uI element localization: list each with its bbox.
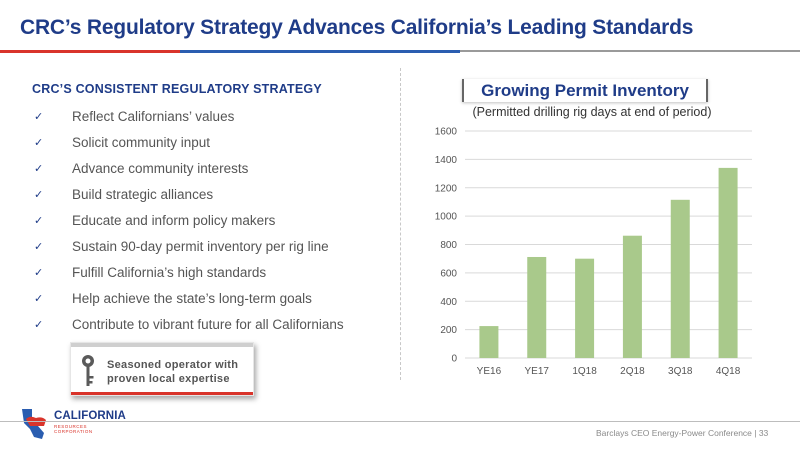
y-tick-label: 1200 xyxy=(435,183,458,194)
check-icon: ✓ xyxy=(34,163,44,176)
title-rule xyxy=(0,50,800,53)
slide-title: CRC’s Regulatory Strategy Advances Calif… xyxy=(20,16,694,39)
check-icon: ✓ xyxy=(34,189,44,202)
y-tick-label: 1000 xyxy=(435,212,458,223)
list-item: ✓ Educate and inform policy makers xyxy=(32,208,344,234)
bar xyxy=(622,235,642,358)
callout-bottom-bar xyxy=(71,392,253,395)
bar xyxy=(670,199,690,358)
check-icon: ✓ xyxy=(34,240,44,253)
callout-box: Seasoned operator with proven local expe… xyxy=(70,342,254,396)
list-item-label: Fulfill California’s high standards xyxy=(72,264,267,280)
california-map-icon xyxy=(22,409,46,439)
y-tick-label: 0 xyxy=(451,354,457,365)
check-icon: ✓ xyxy=(34,215,44,227)
chart-subtitle: (Permitted drilling rig days at end of p… xyxy=(472,105,712,119)
bar-chart: 0 200 400 600 800 1000 1200 1400 1600 YE16 YE17 1Q1… xyxy=(435,127,752,377)
footer-text: Barclays CEO Energy-Power Conference | 3… xyxy=(596,428,769,438)
column-divider xyxy=(400,68,401,380)
check-icon: ✓ xyxy=(34,266,44,279)
list-item: ✓ Contribute to vibrant future for all Ca… xyxy=(32,311,344,337)
callout-top-bar xyxy=(71,343,253,347)
logo-subtitle: RESOURCES CORPORATION xyxy=(54,424,93,434)
bar xyxy=(527,256,547,358)
list-item-label: Sustain 90-day permit inventory per rig … xyxy=(72,238,329,254)
strategy-heading: CRC’S CONSISTENT REGULATORY STRATEGY xyxy=(32,82,322,96)
list-item-label: Help achieve the state’s long-term goals xyxy=(72,290,312,306)
company-logo: CALIFORNIA RESOURCES CORPORATION xyxy=(20,405,126,443)
list-item: ✓ Reflect Californians’ values xyxy=(32,104,344,130)
list-item: ✓ Solicit community input xyxy=(32,130,344,156)
x-tick-label: 3Q18 xyxy=(668,366,693,377)
y-tick-label: 400 xyxy=(440,297,457,308)
y-tick-label: 200 xyxy=(440,325,457,336)
x-tick-label: YE16 xyxy=(477,366,502,377)
check-icon: ✓ xyxy=(34,318,44,331)
list-item-label: Solicit community input xyxy=(72,135,211,151)
list-item: ✓ Sustain 90-day permit inventory per rig… xyxy=(32,233,344,259)
check-icon: ✓ xyxy=(34,292,44,305)
x-tick-label: YE17 xyxy=(525,366,550,377)
list-item-label: Contribute to vibrant future for all Cal… xyxy=(72,316,344,332)
list-item: ✓ Fulfill California’s high standards xyxy=(32,259,344,285)
y-tick-label: 800 xyxy=(440,240,457,251)
x-tick-label: 2Q18 xyxy=(620,366,645,377)
list-item: ✓ Advance community interests xyxy=(32,156,344,182)
y-tick-label: 1400 xyxy=(435,155,458,166)
logo-name: CALIFORNIA xyxy=(54,410,126,422)
y-tick-label: 1600 xyxy=(435,127,458,138)
list-item-label: Advance community interests xyxy=(72,161,249,177)
check-icon: ✓ xyxy=(34,111,44,124)
callout-line-2: proven local expertise xyxy=(107,373,230,385)
bar xyxy=(575,258,595,358)
list-item-label: Educate and inform policy makers xyxy=(72,213,276,228)
footer-rule xyxy=(0,421,800,422)
list-item-label: Reflect Californians’ values xyxy=(72,109,235,125)
x-tick-label: 1Q18 xyxy=(572,366,597,377)
chart-title: Growing Permit Inventory xyxy=(462,79,708,102)
check-icon: ✓ xyxy=(34,137,44,150)
key-icon xyxy=(82,355,94,386)
bar xyxy=(479,326,499,358)
callout-line-1: Seasoned operator with xyxy=(107,359,239,371)
y-tick-label: 600 xyxy=(440,268,457,279)
list-item-label: Build strategic alliances xyxy=(72,187,214,203)
list-item: ✓ Build strategic alliances xyxy=(32,182,344,208)
strategy-list: ✓ Reflect Californians’ values ✓ Solicit c… xyxy=(32,104,344,337)
x-tick-label: 4Q18 xyxy=(716,366,741,377)
list-item: ✓ Help achieve the state’s long-term goal… xyxy=(32,285,344,311)
callout-text: Seasoned operator with proven local expe… xyxy=(107,358,238,386)
bar xyxy=(718,167,738,358)
